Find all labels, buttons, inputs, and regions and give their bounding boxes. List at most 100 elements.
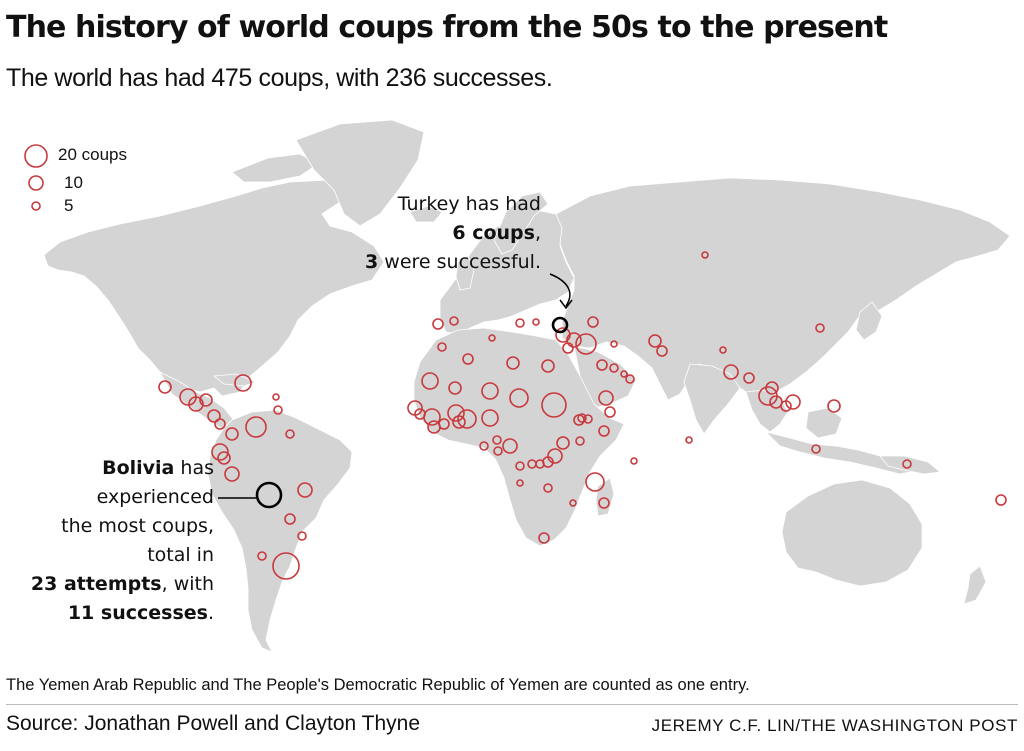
coup-marker (566, 332, 582, 348)
coup-marker (785, 394, 801, 410)
coup-marker (257, 551, 267, 561)
south-america (207, 409, 353, 653)
madagascar (595, 477, 615, 517)
coup-marker (575, 333, 597, 355)
arctic-islands (231, 153, 319, 183)
author-credit: JEREMY C.F. LIN/THE WASHINGTON POST (651, 716, 1018, 735)
coup-marker (685, 436, 693, 444)
coup-marker (535, 459, 545, 469)
coup-marker (272, 552, 300, 580)
coup-marker (188, 396, 204, 412)
coup-marker (285, 429, 295, 439)
source-credit: Source: Jonathan Powell and Clayton Thyn… (6, 712, 421, 735)
coup-marker (427, 420, 441, 434)
coup-marker (723, 364, 739, 380)
iceland (409, 205, 443, 223)
turkey-leader-line (549, 273, 571, 307)
southeast-asia (745, 389, 789, 433)
legend-circle-20 (24, 144, 48, 168)
japan (855, 301, 883, 341)
turkey-line-3: 3 were successful. (365, 251, 541, 273)
coup-marker (577, 413, 587, 423)
coup-marker (532, 318, 540, 326)
bolivia-circle (255, 481, 283, 509)
coup-marker (583, 414, 593, 424)
coup-marker (421, 372, 439, 390)
coup-marker (207, 409, 221, 423)
coup-marker (224, 466, 240, 482)
coup-marker (569, 499, 577, 507)
coup-marker (811, 444, 821, 454)
turkey-line-1: Turkey has had (397, 193, 541, 215)
coup-marker (516, 479, 524, 487)
britain (455, 255, 475, 291)
australia (781, 479, 923, 587)
coup-marker (596, 359, 608, 371)
coup-marker (481, 409, 499, 427)
bolivia-line-3: the most coups, (61, 515, 214, 537)
coup-marker (509, 388, 529, 408)
turkey-annotation: Turkey has had 6 coups, 3 were successfu… (330, 190, 541, 277)
new-zealand (963, 565, 987, 605)
bolivia-line-5: 23 attempts, with (30, 573, 214, 595)
coup-marker (214, 418, 226, 430)
coup-marker (447, 404, 465, 422)
turkey-successes: 3 (365, 251, 379, 273)
page-subtitle: The world has had 475 coups, with 236 su… (6, 64, 553, 92)
coup-marker (234, 374, 252, 392)
coup-marker (610, 340, 618, 348)
coup-marker (492, 435, 502, 445)
coup-marker (995, 494, 1007, 506)
coup-marker (609, 363, 619, 373)
coup-marker (284, 513, 296, 525)
bolivia-line-6: 11 successes. (67, 602, 214, 624)
coup-marker (506, 356, 520, 370)
coup-marker (815, 323, 825, 333)
coup-marker (462, 353, 474, 365)
bolivia-line-2: experienced (96, 486, 214, 508)
bolivia-name: Bolivia (102, 457, 175, 479)
coup-marker (604, 406, 616, 418)
bolivia-annotation: Bolivia has experienced the most coups, … (0, 454, 214, 628)
leaders (218, 273, 573, 499)
north-america-landmass (43, 179, 385, 397)
coup-marker (225, 427, 239, 441)
coup-marker (217, 451, 231, 465)
coup-marker (743, 372, 755, 384)
footer-divider (6, 704, 1018, 705)
coup-marker (199, 393, 213, 407)
asia (555, 177, 1011, 405)
coup-marker (541, 392, 567, 418)
coup-marker (297, 531, 307, 541)
coup-marker (515, 318, 525, 328)
coup-marker (541, 359, 555, 373)
coup-marker (598, 497, 610, 509)
coup-marker (515, 461, 525, 471)
bolivia-attempts: 23 attempts (30, 573, 162, 595)
scandinavia (493, 191, 549, 255)
coup-marker (432, 318, 444, 330)
coup-marker (556, 436, 570, 450)
coup-marker (701, 251, 709, 259)
page-title: The history of world coups from the 50s … (6, 10, 888, 45)
coup-marker (502, 438, 518, 454)
highlight-circles (255, 316, 569, 509)
turkey-leader-arrow (559, 299, 573, 310)
coup-marker (423, 408, 441, 426)
coup-marker (575, 436, 585, 446)
coup-marker (648, 334, 662, 348)
coup-marker (481, 382, 499, 400)
coup-marker (630, 457, 638, 465)
coup-marker (585, 472, 605, 492)
coup-marker (656, 345, 668, 357)
footnote: The Yemen Arab Republic and The People's… (6, 676, 750, 694)
coup-marker (902, 459, 912, 469)
land (43, 119, 1011, 653)
coup-marker (827, 399, 841, 413)
coup-marker (457, 409, 477, 429)
bolivia-line-4: total in (147, 544, 214, 566)
coup-marker (452, 415, 466, 429)
legend-label-20: 20 coups (58, 145, 127, 164)
coup-marker (297, 482, 313, 498)
coup-marker (488, 334, 496, 342)
